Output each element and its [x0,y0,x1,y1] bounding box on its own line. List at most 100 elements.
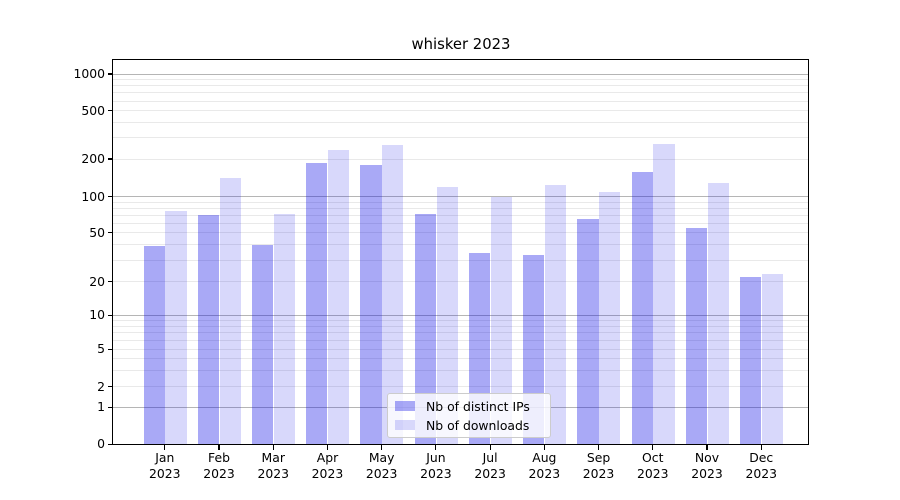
x-tick-month: Jan [155,450,175,466]
x-tick-month: Nov [694,450,720,466]
x-tick-month: Apr [316,450,339,466]
x-axis-tick-label: Jun 2023 [406,450,466,481]
minor-gridline [113,207,809,209]
x-tick-year: 2023 [420,465,452,481]
minor-gridline [113,319,809,321]
minor-gridline [113,85,809,87]
y-tick-mark [107,406,113,408]
minor-gridline [113,348,809,350]
minor-gridline [113,281,809,283]
bar-distinct-ips [197,215,219,445]
minor-gridline [113,259,809,261]
x-tick-year: 2023 [203,465,235,481]
x-axis-tick-label: Mar 2023 [243,450,303,481]
y-tick-mark [107,348,113,350]
plot-area [113,60,809,445]
x-axis-tick-label: Apr 2023 [297,450,357,481]
minor-gridline [113,325,809,327]
x-tick-month: Sep [586,450,611,466]
y-axis-tick-label: 200 [81,151,105,166]
x-tick-mark [706,444,708,450]
bar-downloads [490,196,512,445]
x-axis-tick-label: Sep 2023 [569,450,629,481]
y-axis-tick-label: 1000 [73,66,105,81]
y-tick-mark [107,443,113,445]
x-tick-mark [597,444,600,450]
x-axis-tick-label: Jul 2023 [460,450,520,481]
chart-title: whisker 2023 [411,36,511,53]
major-gridline [113,196,809,198]
x-tick-month: Aug [532,450,557,466]
x-tick-year: 2023 [745,465,777,481]
y-axis-tick-label: 50 [89,224,105,240]
minor-gridline [113,222,809,224]
minor-gridline [113,214,809,216]
legend-label-distinct_ips: Nb of distinct IPs [426,398,530,414]
y-tick-mark [107,281,113,283]
x-tick-mark [760,444,762,450]
bar-distinct-ips [631,171,653,445]
y-tick-mark [107,196,113,198]
minor-gridline [113,121,809,123]
minor-gridline [113,79,809,81]
bar-downloads [219,178,241,445]
bar-downloads [328,150,350,445]
major-gridline [113,73,809,75]
x-tick-year: 2023 [636,465,669,481]
minor-gridline [113,110,809,112]
bar-distinct-ips [685,227,707,445]
x-tick-month: Oct [642,450,664,466]
minor-gridline [113,158,809,160]
x-tick-mark [272,444,274,450]
y-tick-mark [107,110,113,112]
y-axis-tick-label: 2 [97,378,105,394]
x-tick-year: 2023 [257,465,289,481]
legend-swatch-distinct_ips [395,401,415,411]
legend-swatch-downloads [395,420,415,430]
x-tick-year: 2023 [474,465,506,481]
minor-gridline [113,137,809,139]
x-tick-year: 2023 [582,465,615,481]
y-tick-mark [107,73,113,75]
y-tick-mark [107,386,113,388]
x-axis-tick-label: May 2023 [352,450,412,481]
y-axis-tick-label: 10 [89,307,105,323]
x-tick-month: Dec [749,450,774,466]
x-axis-tick-label: Feb 2023 [189,450,249,481]
x-tick-month: May [368,450,395,466]
legend-item: Nb of distinct IPs [395,399,541,414]
y-axis-tick-label: 5 [97,341,105,357]
x-tick-month: Mar [261,450,285,466]
y-axis-tick-label: 1 [97,399,105,415]
minor-gridline [113,232,809,234]
x-axis-tick-label: Nov 2023 [677,450,737,481]
x-tick-year: 2023 [691,465,723,481]
bar-distinct-ips [740,276,762,445]
x-tick-year: 2023 [528,465,561,481]
minor-gridline [113,386,809,388]
x-tick-mark [164,444,166,450]
minor-gridline [113,332,809,334]
minor-gridline [113,92,809,94]
x-axis-tick-label: Oct 2023 [623,450,683,481]
bar-distinct-ips [577,219,599,445]
bar-distinct-ips [252,244,274,445]
bar-downloads [544,184,567,445]
bar-downloads [165,210,187,445]
x-tick-year: 2023 [149,465,181,481]
bar-downloads [761,274,783,445]
bar-distinct-ips [414,213,436,445]
x-tick-mark [543,444,545,450]
x-tick-mark [326,444,329,450]
minor-gridline [113,369,809,371]
bar-distinct-ips [306,163,328,445]
y-axis-tick-label: 500 [81,102,105,118]
y-axis-tick-label: 100 [81,188,105,204]
bar-downloads [599,191,621,445]
minor-gridline [113,201,809,203]
x-tick-month: Feb [208,450,230,466]
x-tick-mark [435,444,437,450]
bar-distinct-ips [143,245,165,445]
minor-gridline [113,357,809,359]
x-tick-year: 2023 [365,465,398,481]
